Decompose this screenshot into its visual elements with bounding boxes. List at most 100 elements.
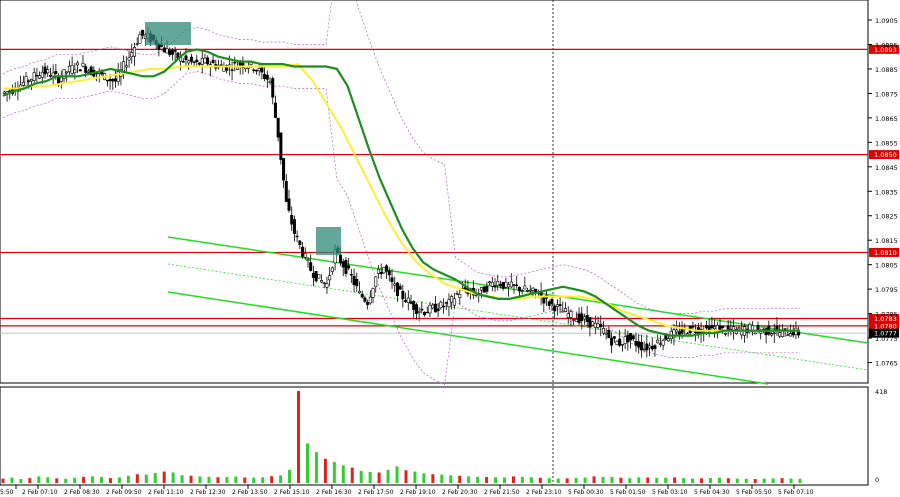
time-tick-label: 5 Feb 01:50 xyxy=(610,489,646,496)
level-label-box xyxy=(869,44,899,54)
candle-body xyxy=(366,302,370,305)
volume-bar xyxy=(502,477,506,483)
volume-bar xyxy=(91,476,95,483)
candle-body xyxy=(138,34,142,44)
volume-bar xyxy=(753,479,757,483)
candle-body xyxy=(368,296,372,304)
candle-body xyxy=(59,77,63,82)
candle-body xyxy=(352,276,356,285)
candle-body xyxy=(498,284,502,287)
volume-bar xyxy=(646,477,650,483)
price-tick-label: 1.0895 xyxy=(875,41,898,49)
candle-body xyxy=(707,325,711,334)
volume-bar xyxy=(717,477,721,483)
candle-body xyxy=(629,333,633,341)
level-label: 1.0810 xyxy=(874,249,897,257)
candle-body xyxy=(309,262,313,271)
time-tick-label: 2 Feb 19:10 xyxy=(400,489,436,496)
volume-bar xyxy=(207,476,211,483)
candle-body xyxy=(517,287,521,292)
candle-body xyxy=(317,274,321,279)
candle-body xyxy=(284,181,288,202)
candle-body xyxy=(347,265,351,269)
candle-body xyxy=(423,312,427,316)
volume-bar xyxy=(117,477,121,483)
candle-body xyxy=(558,304,562,307)
candle-body xyxy=(637,341,641,348)
candle-body xyxy=(509,281,513,288)
candle-body xyxy=(406,297,410,303)
candle-body xyxy=(395,282,399,296)
candle-body xyxy=(610,337,614,346)
candle-body xyxy=(501,281,505,289)
candle-body xyxy=(723,333,727,335)
candle-body xyxy=(355,279,359,287)
candle-body xyxy=(658,343,662,345)
volume-bar xyxy=(162,471,166,483)
volume-bar xyxy=(780,478,784,483)
candle-body xyxy=(279,132,283,160)
candle-body xyxy=(187,60,191,64)
candle-body xyxy=(515,284,519,287)
candle-body xyxy=(311,272,315,278)
volume-bar xyxy=(628,478,632,483)
volume-bar xyxy=(431,474,435,483)
volume-bar xyxy=(458,475,462,483)
candle-body xyxy=(263,73,267,80)
volume-bar xyxy=(798,478,802,483)
candle-body xyxy=(276,117,280,138)
candle-body xyxy=(325,283,329,288)
candle-body xyxy=(135,43,139,45)
candle-body xyxy=(607,329,611,338)
candle-body xyxy=(141,29,145,36)
candle-body xyxy=(184,55,188,60)
volume-bar xyxy=(771,478,775,483)
candle-body xyxy=(132,47,136,57)
candle-body xyxy=(127,57,131,61)
volume-zero-label: 0 xyxy=(875,476,879,484)
volume-bar xyxy=(708,477,712,483)
candle-body xyxy=(62,69,66,79)
candle-body xyxy=(48,75,52,77)
candle-body xyxy=(295,235,299,238)
candle-body xyxy=(455,293,459,295)
price-tick-label: 1.0875 xyxy=(875,90,898,98)
candle-body xyxy=(339,254,343,263)
candle-body xyxy=(349,274,353,276)
candle-body xyxy=(78,69,82,72)
volume-bar xyxy=(637,477,641,483)
candle-body xyxy=(599,324,603,328)
candle-body xyxy=(65,71,69,74)
candle-body xyxy=(580,313,584,321)
candle-body xyxy=(200,57,204,65)
volume-bar xyxy=(538,477,542,483)
volume-panel-frame xyxy=(0,386,869,486)
candle-body xyxy=(195,59,199,62)
volume-bar xyxy=(323,458,327,483)
volume-bar xyxy=(440,474,444,483)
level-label: 1.0893 xyxy=(874,46,897,54)
volume-bar xyxy=(547,478,551,483)
candle-body xyxy=(479,287,483,291)
candle-body xyxy=(783,328,787,330)
price-tick-label: 1.0855 xyxy=(875,139,898,147)
volume-bar xyxy=(565,478,569,483)
candle-body xyxy=(35,74,39,77)
candle-body xyxy=(230,69,234,71)
volume-bar xyxy=(37,476,41,483)
volume-bar xyxy=(19,479,23,483)
volume-bar xyxy=(350,467,354,483)
candle-body xyxy=(271,78,275,98)
candle-body xyxy=(360,294,364,298)
time-tick-label: 2 Feb 20:30 xyxy=(442,489,478,496)
volume-bar xyxy=(664,477,668,483)
candle-body xyxy=(84,66,88,73)
candle-body xyxy=(320,280,324,283)
current-price-box xyxy=(869,328,899,338)
volume-bar xyxy=(332,462,336,483)
candle-body xyxy=(577,313,581,324)
candle-body xyxy=(542,296,546,304)
candle-body xyxy=(233,61,237,64)
candle-body xyxy=(572,319,576,321)
volume-bar xyxy=(610,477,614,483)
